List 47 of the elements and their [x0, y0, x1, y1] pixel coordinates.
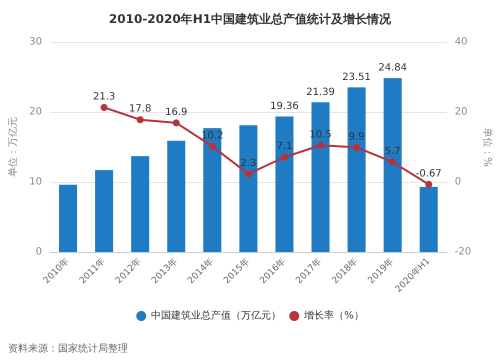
data-label: 19.36: [270, 100, 299, 112]
legend-label: 中国建筑业总产值（万亿元）: [151, 310, 282, 322]
point: [208, 142, 216, 150]
bar: [312, 102, 330, 252]
bar: [275, 116, 294, 252]
bar: [167, 140, 186, 252]
bar: [239, 125, 258, 252]
point: [280, 154, 288, 161]
y2-axis-title: 单位：%: [482, 127, 494, 167]
data-label: 5.7: [384, 146, 401, 158]
y-tick-label: 0: [36, 246, 42, 258]
data-label: 2.3: [240, 158, 256, 169]
y-axis-title: 单位：万亿元: [6, 117, 19, 177]
point: [317, 142, 324, 149]
data-label: 17.8: [129, 104, 152, 115]
chart-title: 2010-2020年H1中国建筑业总产值统计及增长情况: [108, 12, 392, 26]
y-tick-label: 20: [29, 106, 42, 118]
data-label: 24.84: [378, 62, 407, 74]
data-label: -0.67: [416, 168, 442, 180]
y-tick-label: 30: [29, 36, 42, 48]
data-label: 7.1: [276, 141, 292, 152]
text: 资料来源：国家统计局整理: [8, 342, 128, 354]
point: [136, 116, 144, 124]
y2-tick-label: 20: [454, 106, 468, 118]
bar: [384, 78, 402, 252]
point: [244, 170, 252, 178]
data-label: 16.9: [165, 106, 188, 118]
bar: [95, 170, 114, 252]
bar: [203, 128, 222, 252]
data-label: 21.39: [306, 86, 335, 98]
bar: [131, 156, 150, 252]
legend-label: 增长率（%）: [303, 310, 364, 322]
y-tick-label: 10: [29, 176, 42, 188]
point: [389, 158, 396, 166]
y2-tick-label: 0: [454, 176, 462, 188]
point: [353, 144, 360, 151]
y2-tick-label: -20: [454, 246, 472, 258]
y2-tick-label: 40: [454, 36, 468, 48]
data-label: 9.9: [348, 131, 365, 142]
data-label: 21.3: [92, 91, 116, 102]
point: [100, 104, 108, 111]
bar: [420, 186, 438, 252]
bar: [59, 184, 78, 252]
bar: [348, 87, 366, 252]
point: [172, 119, 180, 126]
point: [425, 180, 432, 188]
data-label: 23.51: [342, 72, 371, 83]
